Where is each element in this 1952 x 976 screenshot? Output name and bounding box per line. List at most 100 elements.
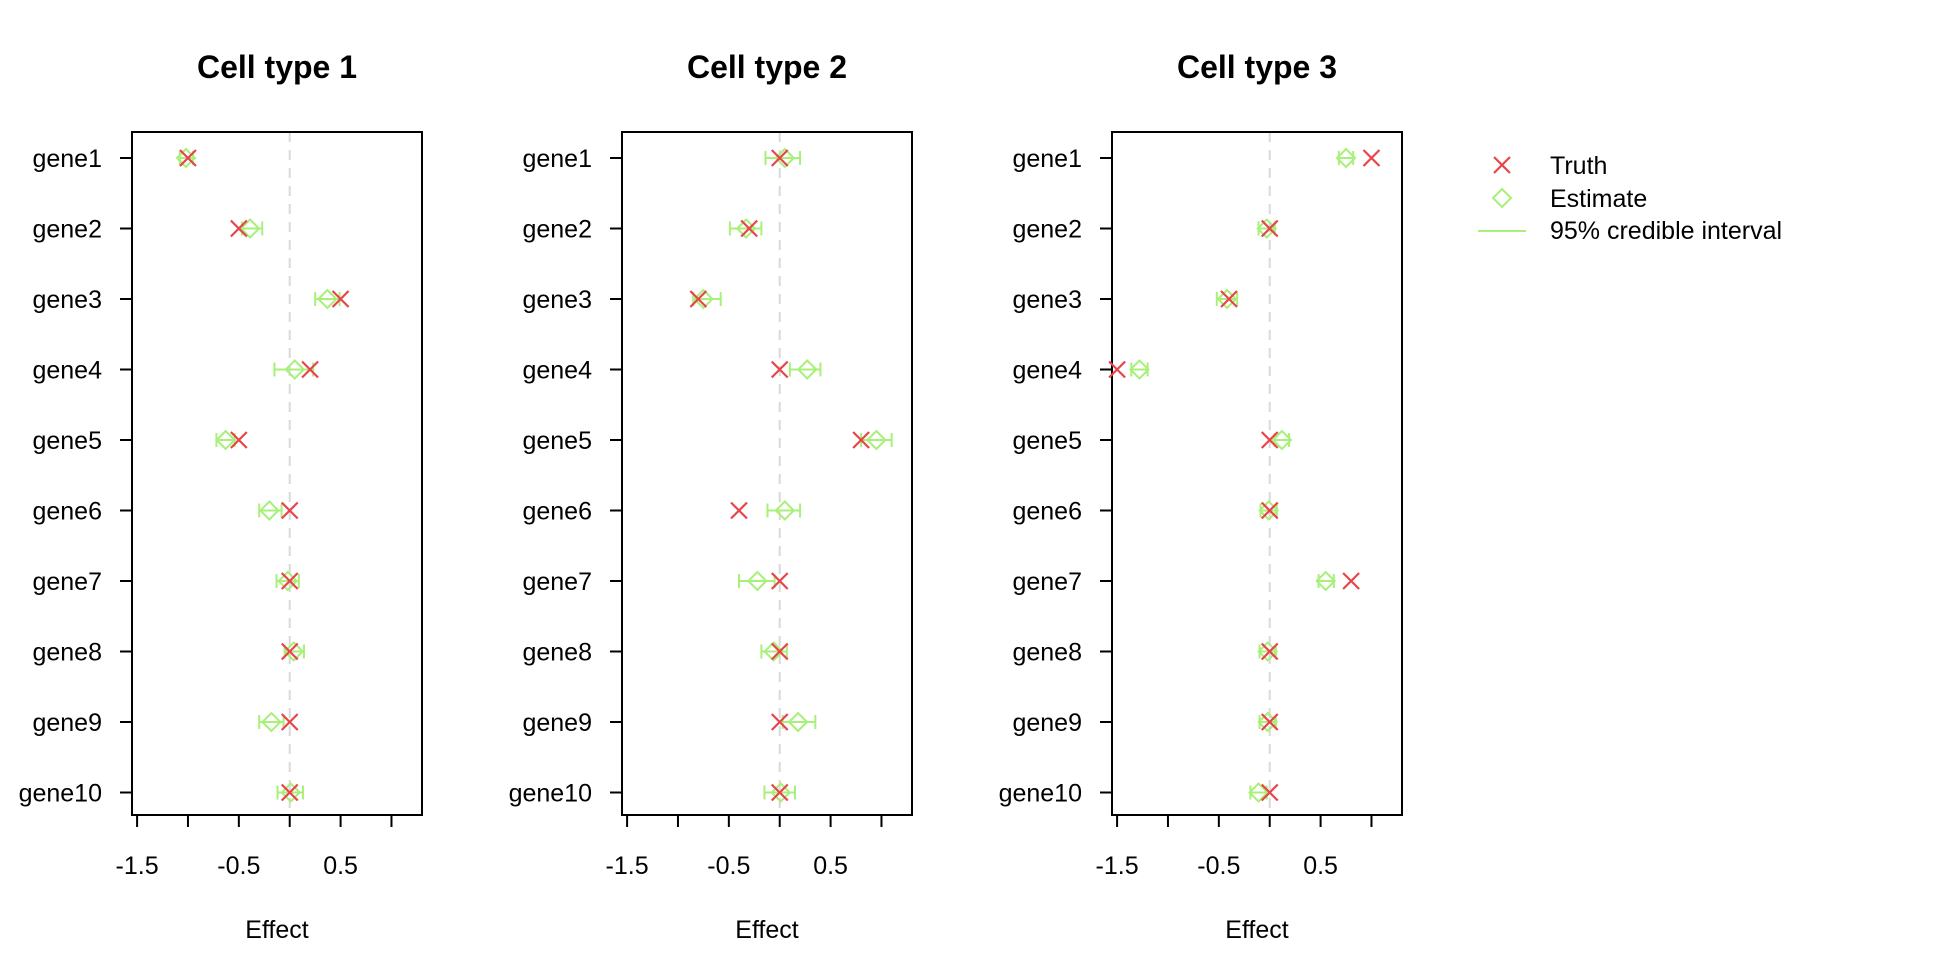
estimate-point <box>280 782 302 803</box>
credible-interval <box>1257 221 1276 236</box>
legend-interval-label: 95% credible interval <box>1550 217 1782 245</box>
truth-point <box>280 713 299 731</box>
truth-cross-b <box>689 290 708 308</box>
panel-cell-type-3: Cell type 3 -1.5 -0.5 0.5 Effect gene1 gene2 ge… <box>999 49 1403 944</box>
gene-label: gene10 <box>19 780 102 808</box>
estimate-point <box>316 288 338 310</box>
x-tick-label: 0.5 <box>1303 852 1338 880</box>
gene-row: gene9 <box>522 709 817 737</box>
gene-label: gene8 <box>1012 639 1082 667</box>
gene-label: gene1 <box>522 145 592 173</box>
gene-label: gene3 <box>32 286 102 314</box>
gene-label: gene2 <box>1012 216 1082 244</box>
credible-interval <box>215 433 236 447</box>
estimate-point <box>774 147 796 169</box>
plot-frame <box>1111 131 1403 816</box>
truth-point <box>730 501 748 520</box>
plot-frame <box>131 131 423 816</box>
gene-label: gene7 <box>522 568 592 596</box>
estimate-point <box>1258 500 1280 521</box>
x-axis: -1.5 -0.5 0.5 <box>116 814 393 880</box>
estimate-point <box>774 500 796 521</box>
estimate-point <box>260 711 282 733</box>
gene-row: gene4 <box>522 357 822 385</box>
truth-point <box>1260 219 1279 238</box>
gene-label: gene4 <box>32 357 102 385</box>
truth-point <box>770 149 789 167</box>
gene-row: gene10 <box>19 780 304 808</box>
gene-label: gene2 <box>522 216 592 244</box>
truth-cross-b <box>770 572 789 590</box>
truth-cross-b <box>1260 713 1279 731</box>
gene-label: gene9 <box>522 709 592 737</box>
truth-point <box>1362 149 1381 167</box>
gene-row: gene1 <box>522 145 802 173</box>
legend-estimate-label: Estimate <box>1550 185 1647 213</box>
x-tick-label: 0.5 <box>813 852 848 880</box>
x-tick-label: 0.5 <box>323 852 358 880</box>
truth-point <box>740 219 758 238</box>
gene-row: gene7 <box>522 568 789 596</box>
truth-cross-b <box>1260 219 1279 238</box>
x-tick-label: -0.5 <box>707 852 750 880</box>
truth-point <box>770 783 789 802</box>
gene-label: gene5 <box>1012 427 1082 455</box>
truth-point <box>179 149 197 167</box>
panel-title: Cell type 1 <box>197 49 357 85</box>
x-axis-title: Effect <box>735 916 799 944</box>
legend-truth-label: Truth <box>1550 152 1607 180</box>
truth-point <box>301 360 319 379</box>
truth-cross-b <box>1342 572 1360 590</box>
truth-cross-b <box>301 360 319 379</box>
gene-label: gene5 <box>522 427 592 455</box>
gene-label: gene3 <box>1012 286 1082 314</box>
legend-truth-symbol <box>1493 156 1511 174</box>
truth-cross-b <box>730 501 748 520</box>
truth-cross-b <box>280 783 299 802</box>
truth-cross-b <box>280 501 299 520</box>
truth-cross-b <box>770 713 789 731</box>
gene-row: gene6 <box>32 498 299 526</box>
estimate-point <box>865 429 887 451</box>
estimate-point <box>1271 429 1293 451</box>
truth-cross-b <box>770 642 789 661</box>
truth-cross-b <box>770 783 789 802</box>
credible-interval <box>1337 151 1355 165</box>
gene-row: gene9 <box>1012 709 1279 737</box>
truth-cross-b <box>1362 149 1381 167</box>
credible-interval <box>275 574 300 588</box>
gene-row: gene1 <box>32 145 197 173</box>
gene-row: gene4 <box>32 357 319 385</box>
truth-point <box>1260 501 1279 520</box>
truth-cross-b <box>1260 431 1279 449</box>
truth-cross-b <box>1220 290 1238 308</box>
truth-point <box>280 572 299 590</box>
truth-cross-b <box>280 642 299 661</box>
x-axis-title: Effect <box>245 916 309 944</box>
gene-row: gene5 <box>1012 427 1293 455</box>
x-axis: -1.5 -0.5 0.5 <box>606 814 883 880</box>
gene-row: gene7 <box>1012 568 1360 596</box>
gene-row: gene9 <box>32 709 299 737</box>
truth-point <box>1342 572 1360 590</box>
x-tick-label: -0.5 <box>217 852 260 880</box>
truth-point <box>280 783 299 802</box>
truth-point <box>230 219 248 238</box>
panels: Cell type 1 -1.5 -0.5 0.5 Effect gene1 gene2 ge… <box>19 49 1403 944</box>
gene-label: gene1 <box>1012 145 1082 173</box>
estimate-point <box>215 429 237 451</box>
gene-row: gene2 <box>32 216 264 244</box>
legend-estimate-symbol <box>1491 187 1513 209</box>
truth-cross-b <box>280 572 299 590</box>
gene-row: gene4 <box>1012 357 1150 385</box>
gene-row: gene7 <box>32 568 300 596</box>
gene-row: gene10 <box>509 780 796 808</box>
estimate-point <box>1335 147 1357 169</box>
truth-point <box>770 642 789 661</box>
truth-point <box>1260 783 1279 802</box>
truth-cross-b <box>331 290 350 308</box>
x-tick-label: -1.5 <box>606 852 649 880</box>
truth-cross-b <box>1260 501 1279 520</box>
gene-label: gene10 <box>509 780 592 808</box>
